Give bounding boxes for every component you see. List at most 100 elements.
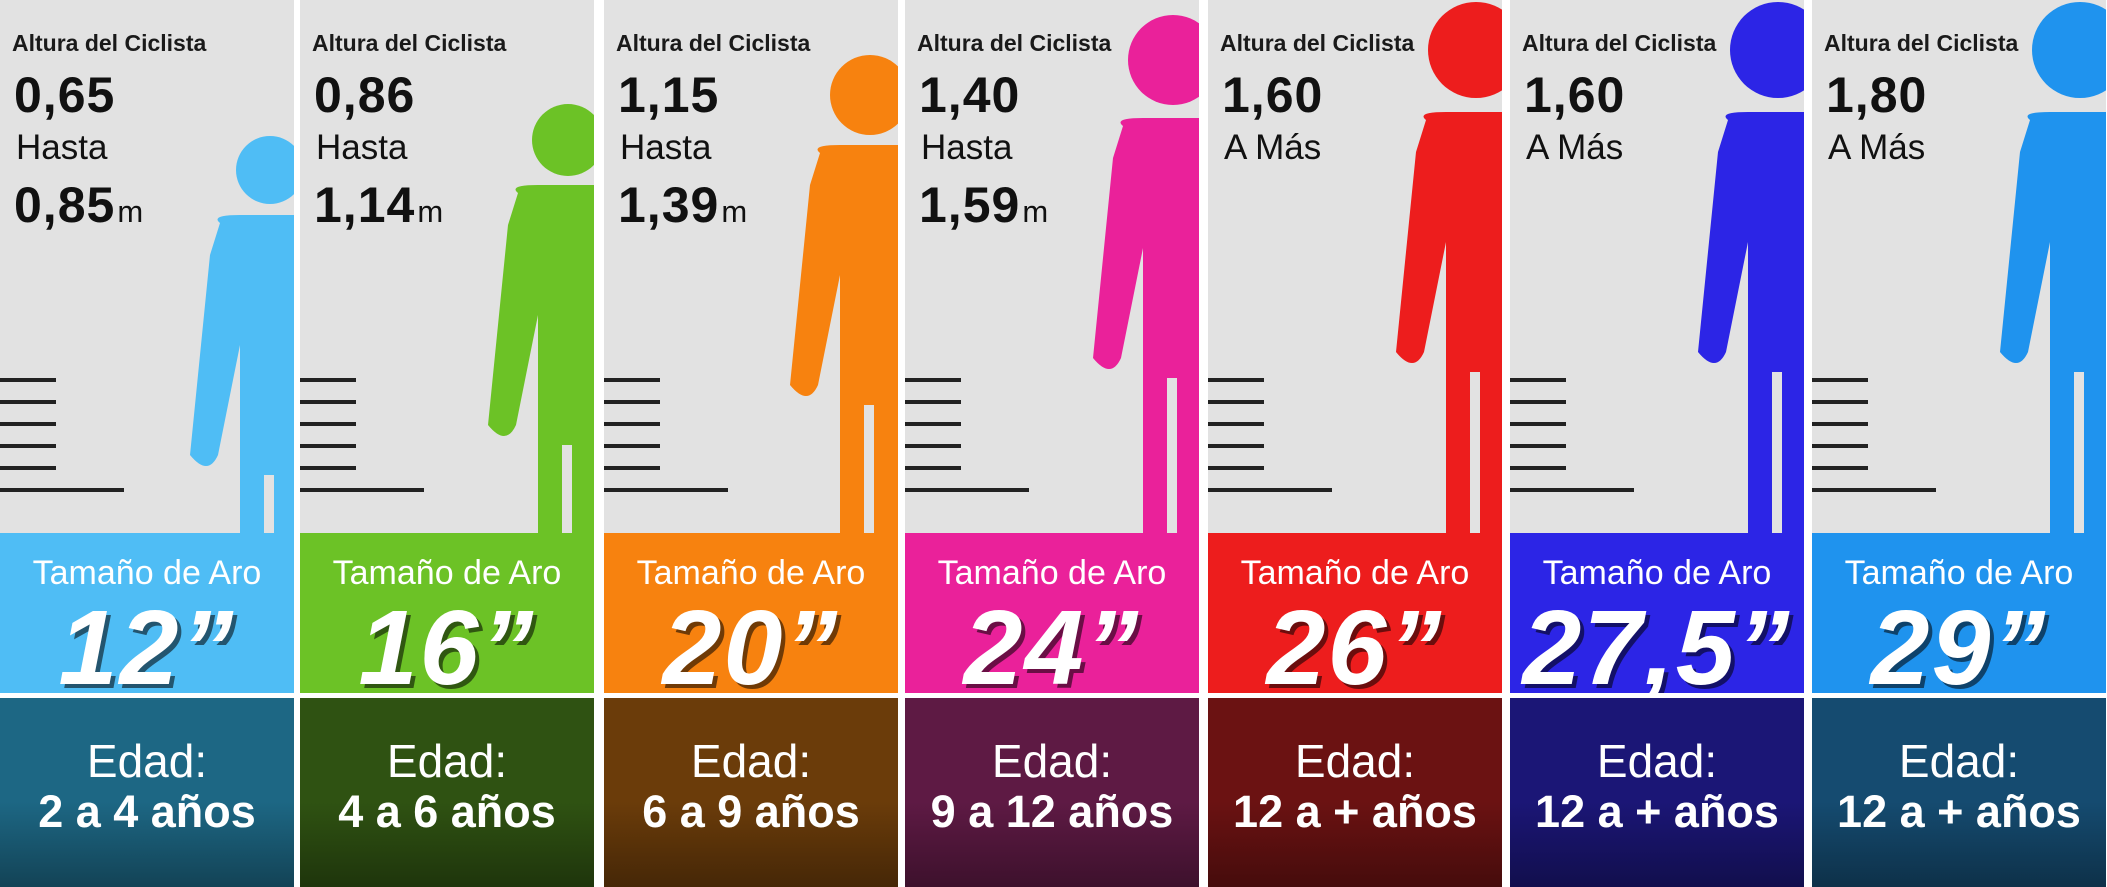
wheel-size-label: Tamaño de Aro bbox=[32, 554, 262, 592]
wheel-size-band bbox=[604, 533, 898, 693]
ruler-tick bbox=[1510, 444, 1566, 448]
age-value: 4 a 6 años bbox=[338, 786, 556, 837]
height-ruler bbox=[300, 366, 430, 516]
ruler-tick bbox=[1208, 422, 1264, 426]
ruler-tick bbox=[300, 488, 424, 492]
height-to bbox=[1524, 176, 1526, 234]
person-body bbox=[488, 185, 594, 533]
person-body bbox=[1093, 118, 1199, 533]
person-icon bbox=[1093, 15, 1199, 533]
height-panel: Altura del Ciclista 1,60 A Más bbox=[1510, 0, 1804, 533]
ruler-tick bbox=[1208, 488, 1332, 492]
age-band bbox=[1208, 698, 1502, 887]
ruler-tick bbox=[905, 466, 961, 470]
ruler-tick bbox=[1812, 488, 1936, 492]
wheel-size-band bbox=[1812, 533, 2106, 693]
ruler-tick bbox=[1510, 400, 1566, 404]
person-icon bbox=[1396, 2, 1502, 533]
person-body bbox=[2000, 112, 2106, 533]
ruler-tick bbox=[1510, 422, 1566, 426]
ruler-tick bbox=[0, 444, 56, 448]
age-band bbox=[1812, 698, 2106, 887]
height-from: 0,86 bbox=[314, 67, 416, 123]
person-head bbox=[236, 136, 294, 204]
wheel-size-label: Tamaño de Aro bbox=[1240, 554, 1470, 592]
height-ruler bbox=[1812, 366, 1942, 516]
person-leg-gap bbox=[864, 405, 874, 533]
size-column: Altura del Ciclista 0,65 Hasta 0,85m Tam… bbox=[0, 0, 294, 887]
ruler-tick bbox=[604, 466, 660, 470]
height-to bbox=[1826, 176, 1828, 234]
age-band bbox=[0, 698, 294, 887]
size-column: Altura del Ciclista 1,40 Hasta 1,59m Tam… bbox=[905, 0, 1199, 887]
person-leg-gap bbox=[562, 445, 572, 533]
wheel-size-value: 16” bbox=[358, 589, 536, 707]
wheel-size-value: 27,5” bbox=[1522, 589, 1792, 707]
ruler-tick bbox=[604, 400, 660, 404]
height-title: Altura del Ciclista bbox=[616, 30, 811, 56]
height-from: 1,15 bbox=[618, 67, 720, 123]
age-band bbox=[604, 698, 898, 887]
height-title: Altura del Ciclista bbox=[312, 30, 507, 56]
age-value: 12 a + años bbox=[1535, 786, 1779, 837]
person-body bbox=[190, 215, 294, 533]
person-icon bbox=[2000, 2, 2106, 533]
wheel-size-value: 20” bbox=[662, 589, 840, 707]
wheel-size-label: Tamaño de Aro bbox=[636, 554, 866, 592]
height-from: 1,60 bbox=[1524, 67, 1626, 123]
height-to: 1,59m bbox=[919, 177, 1050, 233]
size-column: Altura del Ciclista 0,86 Hasta 1,14m Tam… bbox=[300, 0, 594, 887]
ruler-tick bbox=[1812, 444, 1868, 448]
divider bbox=[1812, 693, 2106, 698]
person-head bbox=[1128, 15, 1199, 105]
height-title: Altura del Ciclista bbox=[1522, 30, 1717, 56]
height-to: 1,14m bbox=[314, 177, 445, 233]
age-value: 12 a + años bbox=[1837, 786, 2081, 837]
ruler-tick bbox=[604, 488, 728, 492]
height-to: 0,85m bbox=[14, 177, 145, 233]
height-panel: Altura del Ciclista 1,80 A Más bbox=[1812, 0, 2106, 533]
person-icon bbox=[1698, 2, 1804, 533]
height-panel: Altura del Ciclista 1,40 Hasta 1,59m bbox=[905, 0, 1199, 533]
divider bbox=[905, 693, 1199, 698]
wheel-size-value: 24” bbox=[963, 589, 1141, 707]
height-range-word: Hasta bbox=[316, 128, 408, 167]
ruler-tick bbox=[1510, 378, 1566, 382]
person-icon bbox=[190, 136, 294, 533]
height-unit: m bbox=[721, 194, 749, 229]
height-unit: m bbox=[117, 194, 145, 229]
divider bbox=[0, 693, 294, 698]
wheel-size-value: 12” bbox=[58, 589, 236, 707]
age-value: 12 a + años bbox=[1233, 786, 1477, 837]
size-column: Altura del Ciclista 1,60 A Más Tamaño de… bbox=[1208, 0, 1502, 887]
ruler-tick bbox=[300, 422, 356, 426]
height-panel: Altura del Ciclista 0,86 Hasta 1,14m bbox=[300, 0, 594, 533]
height-panel: Altura del Ciclista 1,15 Hasta 1,39m bbox=[604, 0, 898, 533]
age-label: Edad: bbox=[386, 735, 508, 787]
age-label: Edad: bbox=[991, 735, 1113, 787]
ruler-tick bbox=[604, 378, 660, 382]
ruler-tick bbox=[1208, 466, 1264, 470]
height-range-word: A Más bbox=[1224, 128, 1322, 167]
height-range-word: Hasta bbox=[921, 128, 1013, 167]
person-head bbox=[1428, 2, 1502, 98]
ruler-tick bbox=[0, 488, 124, 492]
height-range-word: Hasta bbox=[620, 128, 712, 167]
height-to bbox=[1222, 176, 1224, 234]
size-column: Altura del Ciclista 1,60 A Más Tamaño de… bbox=[1510, 0, 1804, 887]
height-from: 0,65 bbox=[14, 67, 116, 123]
person-icon bbox=[488, 104, 594, 533]
wheel-size-label: Tamaño de Aro bbox=[1844, 554, 2074, 592]
person-head bbox=[830, 55, 898, 135]
wheel-size-band bbox=[300, 533, 594, 693]
age-band bbox=[905, 698, 1199, 887]
ruler-tick bbox=[300, 378, 356, 382]
height-to: 1,39m bbox=[618, 177, 749, 233]
person-head bbox=[532, 104, 594, 176]
age-label: Edad: bbox=[1898, 735, 2020, 787]
person-leg-gap bbox=[1470, 372, 1480, 533]
ruler-tick bbox=[0, 400, 56, 404]
ruler-tick bbox=[1208, 400, 1264, 404]
ruler-tick bbox=[905, 422, 961, 426]
person-head bbox=[2032, 2, 2106, 98]
